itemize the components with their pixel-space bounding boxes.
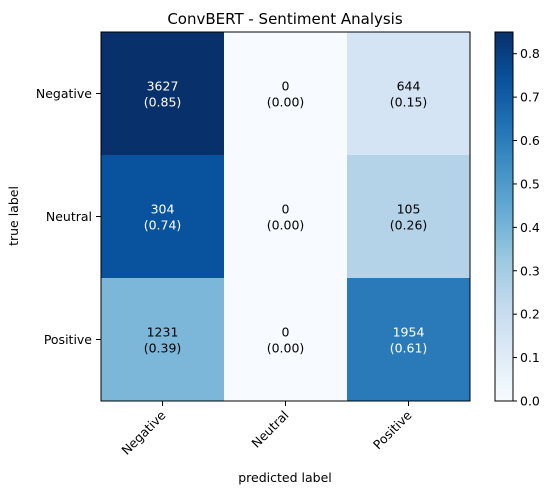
heatmap-cell <box>101 155 225 279</box>
cell-count-label: 304 <box>151 202 175 217</box>
heatmap-cell <box>347 278 471 402</box>
x-tick-label: Neutral <box>248 408 291 451</box>
cell-fraction-label: (0.00) <box>267 95 305 110</box>
cell-count-label: 3627 <box>147 79 179 94</box>
heatmap-cell <box>347 155 471 279</box>
colorbar-tick-label: 0.3 <box>520 263 540 278</box>
cell-count-label: 105 <box>397 202 421 217</box>
cell-fraction-label: (0.15) <box>390 95 428 110</box>
x-axis-ticks: Negative Neutral Positive <box>118 401 415 458</box>
heatmap-cell <box>347 32 471 156</box>
heatmap-cells <box>101 32 471 402</box>
x-tick-label: Positive <box>370 407 415 452</box>
cell-count-label: 0 <box>282 325 290 340</box>
heatmap-cell <box>224 155 348 279</box>
cell-count-label: 1954 <box>393 325 425 340</box>
colorbar-tick-label: 0.7 <box>520 90 540 105</box>
x-axis-label: predicted label <box>238 470 332 485</box>
y-tick-label: Negative <box>36 86 92 101</box>
heatmap-cell <box>101 278 225 402</box>
colorbar-tick-label: 0.8 <box>520 46 540 61</box>
cell-count-label: 0 <box>282 79 290 94</box>
y-tick-label: Neutral <box>46 209 92 224</box>
cell-fraction-label: (0.00) <box>267 341 305 356</box>
cell-fraction-label: (0.26) <box>390 218 428 233</box>
heatmap-cell-labels: 3627(0.85)0(0.00)644(0.15)304(0.74)0(0.0… <box>144 79 428 356</box>
chart-title: ConvBERT - Sentiment Analysis <box>167 10 403 28</box>
heatmap-cell <box>101 32 225 156</box>
colorbar-tick-label: 0.2 <box>520 307 540 322</box>
cell-fraction-label: (0.74) <box>144 218 182 233</box>
cell-fraction-label: (0.00) <box>267 218 305 233</box>
heatmap-cell <box>224 32 348 156</box>
cell-fraction-label: (0.39) <box>144 341 182 356</box>
cell-fraction-label: (0.85) <box>144 95 182 110</box>
cell-fraction-label: (0.61) <box>390 341 428 356</box>
colorbar-ticks: 0.0 0.1 0.2 0.3 0.4 0.5 0.6 0.7 0.8 <box>513 46 540 409</box>
colorbar-tick-label: 0.4 <box>520 220 540 235</box>
heatmap-cell <box>224 278 348 402</box>
colorbar <box>494 31 514 402</box>
cell-count-label: 0 <box>282 202 290 217</box>
cell-count-label: 644 <box>397 79 421 94</box>
y-axis-ticks: Negative Neutral Positive <box>36 86 101 347</box>
x-tick-label: Negative <box>118 407 168 457</box>
colorbar-tick-label: 0.5 <box>520 176 540 191</box>
y-axis-label: true label <box>6 186 21 246</box>
colorbar-tick-label: 0.0 <box>520 394 540 409</box>
colorbar-tick-label: 0.6 <box>520 133 540 148</box>
cell-count-label: 1231 <box>147 325 179 340</box>
y-tick-label: Positive <box>44 332 92 347</box>
colorbar-tick-label: 0.1 <box>520 350 540 365</box>
